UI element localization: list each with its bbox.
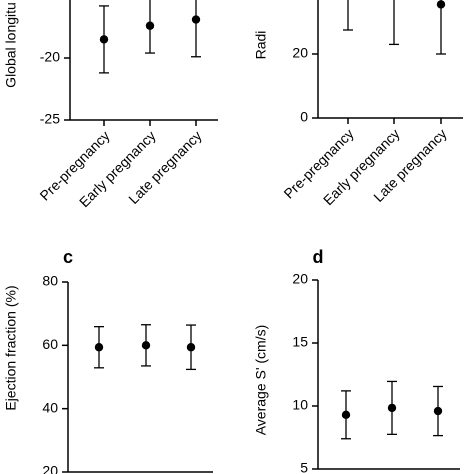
y-tick-label: 80 [42,273,58,289]
y-tick-label: 15 [292,334,308,350]
y-axis-label: Global longitu [3,2,19,88]
point [141,341,151,350]
point [341,410,351,420]
point [433,406,443,416]
y-tick-label: 20 [42,463,58,474]
point [99,35,109,44]
point [186,343,196,352]
y-axis-label: Average S' (cm/s) [253,325,269,436]
y-tick-label: -25 [40,111,60,127]
point [94,343,104,352]
panel-label: d [313,247,324,267]
y-axis-label: Ejection fraction (%) [3,285,19,410]
point [436,0,446,9]
panel-label: c [63,247,73,267]
y-tick-label: 20 [292,271,308,287]
y-tick-label: 5 [300,460,308,474]
y-tick-label: 40 [42,399,58,415]
point [191,15,201,24]
y-tick-label: -20 [40,49,60,65]
point [387,403,397,413]
y-tick-label: 60 [42,336,58,352]
y-tick-label: 10 [292,397,308,413]
y-tick-label: 0 [300,109,308,125]
point [145,21,155,30]
y-tick-label: 20 [292,45,308,61]
y-axis-label: Radi [253,31,269,60]
